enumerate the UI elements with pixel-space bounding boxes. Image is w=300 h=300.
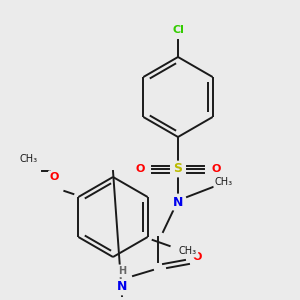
Text: CH₃: CH₃ xyxy=(178,246,197,256)
Text: O: O xyxy=(211,164,221,174)
Text: Cl: Cl xyxy=(172,25,184,35)
Text: CH₃: CH₃ xyxy=(19,154,38,164)
Text: O: O xyxy=(135,164,145,174)
Text: N: N xyxy=(117,280,127,293)
Text: N: N xyxy=(173,196,183,208)
Text: H: H xyxy=(118,266,126,276)
Text: S: S xyxy=(173,163,182,176)
Text: CH₃: CH₃ xyxy=(215,177,233,187)
Text: O: O xyxy=(50,172,59,182)
Text: O: O xyxy=(192,252,202,262)
